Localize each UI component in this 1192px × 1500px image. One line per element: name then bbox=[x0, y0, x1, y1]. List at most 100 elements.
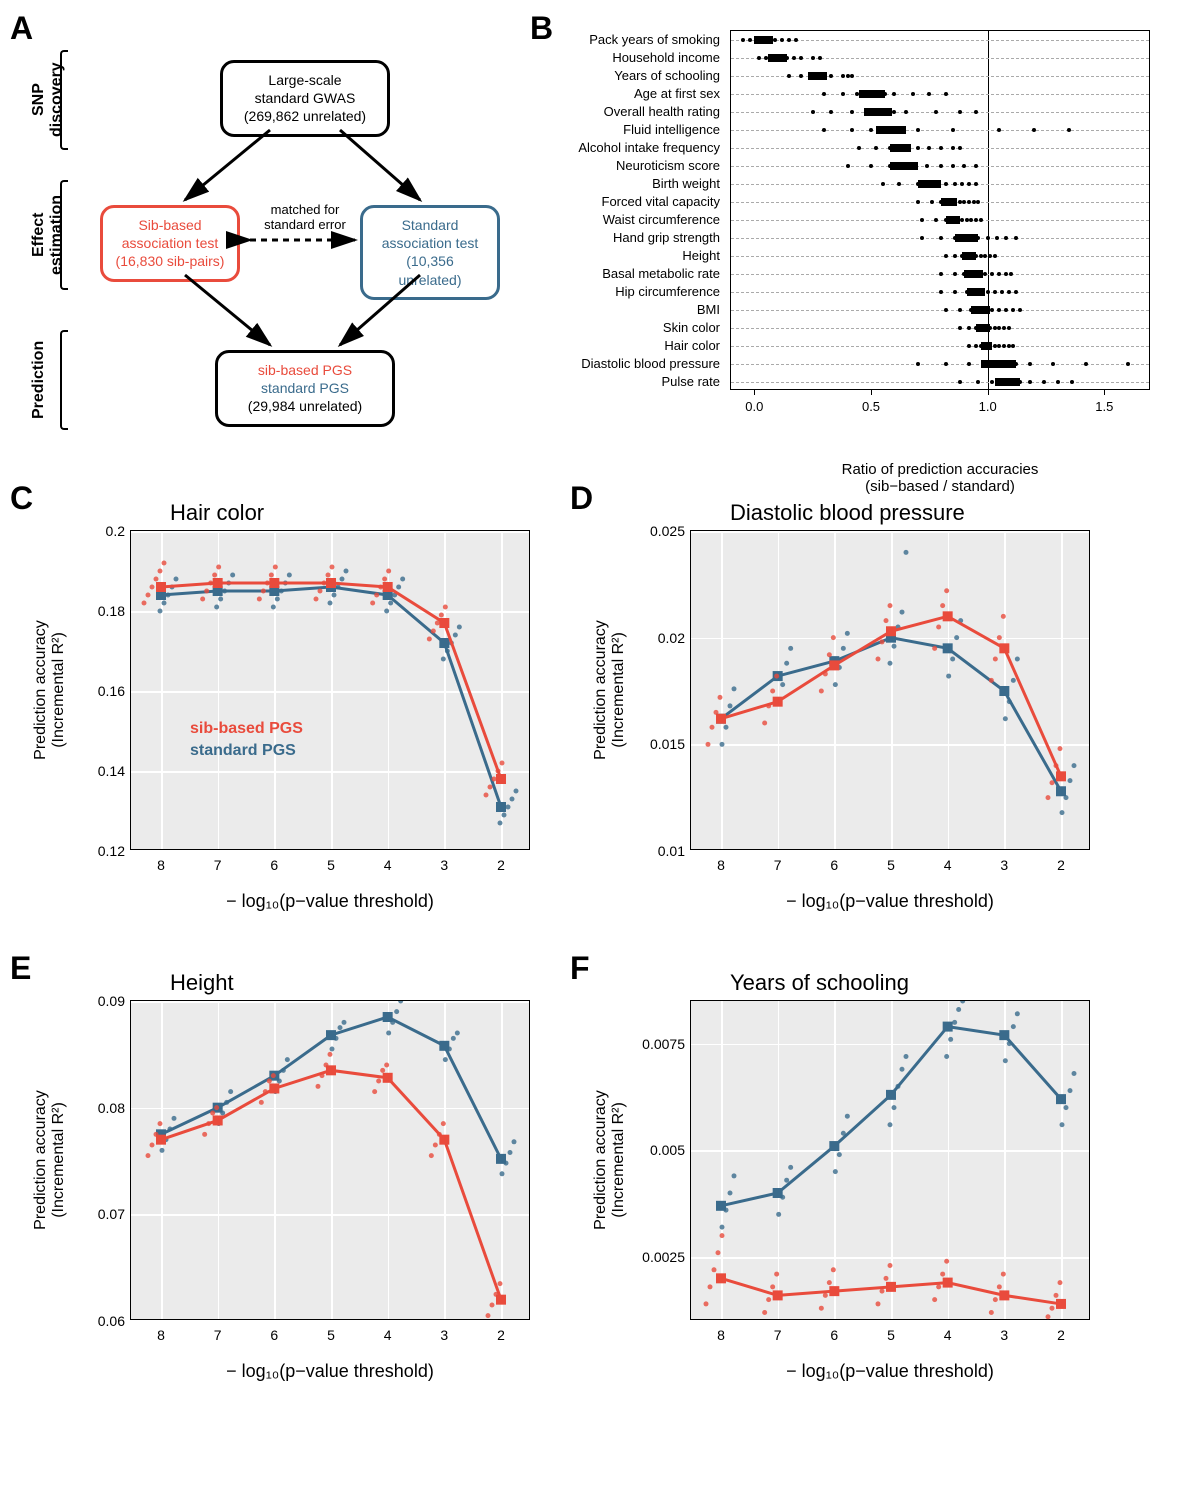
trait-row: Hair color bbox=[731, 337, 1149, 355]
x-tick-label: 1.5 bbox=[1095, 399, 1113, 414]
jitter-point-sib bbox=[819, 689, 824, 694]
trait-label: Diastolic blood pressure bbox=[546, 355, 726, 373]
x-tick-label: 2 bbox=[1057, 857, 1065, 873]
y-tick-label: 0.005 bbox=[641, 1142, 685, 1158]
jitter-point-std bbox=[506, 805, 511, 810]
trait-point bbox=[1007, 326, 1011, 330]
trait-point bbox=[1002, 344, 1006, 348]
jitter-point-sib bbox=[1054, 1293, 1059, 1298]
trait-point bbox=[979, 218, 983, 222]
trait-point bbox=[944, 182, 948, 186]
stage-bracket bbox=[60, 180, 68, 290]
trait-point bbox=[993, 290, 997, 294]
trait-point bbox=[997, 308, 1001, 312]
trait-label: Age at first sex bbox=[546, 85, 726, 103]
trait-point bbox=[972, 200, 976, 204]
jitter-point-std bbox=[896, 625, 901, 630]
x-tick-label: 6 bbox=[270, 1327, 278, 1343]
jitter-point-std bbox=[392, 593, 397, 598]
jitter-point-std bbox=[170, 585, 175, 590]
trait-point bbox=[794, 38, 798, 42]
jitter-point-sib bbox=[1046, 795, 1051, 800]
jitter-point-sib bbox=[1050, 780, 1055, 785]
trait-point bbox=[965, 290, 969, 294]
trait-point bbox=[965, 254, 969, 258]
trait-point bbox=[883, 128, 887, 132]
trait-point bbox=[1018, 380, 1022, 384]
trait-point bbox=[916, 128, 920, 132]
x-tick-label: 2 bbox=[1057, 1327, 1065, 1343]
trait-point bbox=[1014, 236, 1018, 240]
trait-point bbox=[953, 236, 957, 240]
jitter-point-sib bbox=[484, 793, 489, 798]
jitter-point-std bbox=[724, 725, 729, 730]
trait-point bbox=[911, 92, 915, 96]
trait-point bbox=[995, 236, 999, 240]
x-tick-label: 7 bbox=[774, 857, 782, 873]
trait-point bbox=[1011, 344, 1015, 348]
trait-point bbox=[1042, 380, 1046, 384]
trait-point bbox=[911, 164, 915, 168]
trait-point bbox=[897, 128, 901, 132]
y-axis-label: Prediction accuracy(Incremental R²) bbox=[32, 1090, 68, 1230]
trait-point bbox=[990, 308, 994, 312]
jitter-point-std bbox=[788, 646, 793, 651]
trait-point bbox=[953, 254, 957, 258]
trait-point bbox=[939, 200, 943, 204]
trait-point bbox=[983, 272, 987, 276]
stage-bracket bbox=[60, 50, 68, 150]
trait-point bbox=[979, 326, 983, 330]
trait-point bbox=[850, 110, 854, 114]
jitter-point-sib bbox=[314, 597, 319, 602]
jitter-point-std bbox=[896, 1084, 901, 1089]
jitter-point-sib bbox=[876, 657, 881, 662]
trait-point bbox=[974, 326, 978, 330]
chart-title: Diastolic blood pressure bbox=[730, 500, 965, 526]
jitter-point-std bbox=[287, 573, 292, 578]
trait-point bbox=[1056, 380, 1060, 384]
y-tick-label: 0.2 bbox=[81, 523, 125, 539]
jitter-point-sib bbox=[766, 703, 771, 708]
trait-point bbox=[1018, 308, 1022, 312]
match-label: matched for standard error bbox=[255, 202, 355, 232]
jitter-point-std bbox=[340, 577, 345, 582]
x-tick-label: 7 bbox=[214, 857, 222, 873]
trait-label: Household income bbox=[546, 49, 726, 67]
jitter-point-sib bbox=[766, 1297, 771, 1302]
x-tick-label: 7 bbox=[774, 1327, 782, 1343]
trait-row: Pulse rate bbox=[731, 373, 1149, 391]
trait-box bbox=[995, 378, 1021, 386]
trait-point bbox=[997, 326, 1001, 330]
trait-box bbox=[971, 306, 990, 314]
node-sib-l2: association test bbox=[113, 234, 227, 252]
trait-point bbox=[916, 362, 920, 366]
trait-point bbox=[946, 200, 950, 204]
x-tick-label: 0.0 bbox=[745, 399, 763, 414]
x-tick-label: 5 bbox=[887, 1327, 895, 1343]
jitter-point-sib bbox=[146, 1153, 151, 1158]
trait-point bbox=[979, 254, 983, 258]
y-tick-label: 0.08 bbox=[81, 1100, 125, 1116]
jitter-point-std bbox=[510, 797, 515, 802]
jitter-point-std bbox=[845, 1114, 850, 1119]
jitter-point-sib bbox=[884, 1276, 889, 1281]
jitter-point-sib bbox=[427, 637, 432, 642]
trait-row: Basal metabolic rate bbox=[731, 265, 1149, 283]
x-tick-label: 3 bbox=[440, 857, 448, 873]
jitter-point-std bbox=[1064, 795, 1069, 800]
trait-point bbox=[1000, 362, 1004, 366]
chart-area: 0.120.140.160.180.28765432 bbox=[130, 530, 530, 850]
node-sib-l1: Sib-based bbox=[113, 216, 227, 234]
trait-point bbox=[967, 200, 971, 204]
jitter-point-sib bbox=[370, 601, 375, 606]
trait-point bbox=[787, 74, 791, 78]
trait-point bbox=[846, 164, 850, 168]
trait-point bbox=[990, 272, 994, 276]
x-tick-label: 4 bbox=[944, 857, 952, 873]
trait-point bbox=[960, 218, 964, 222]
trait-point bbox=[1014, 362, 1018, 366]
jitter-point-std bbox=[504, 1161, 509, 1166]
jitter-point-sib bbox=[380, 1068, 385, 1073]
chart-title: Hair color bbox=[170, 500, 264, 526]
jitter-point-sib bbox=[989, 678, 994, 683]
